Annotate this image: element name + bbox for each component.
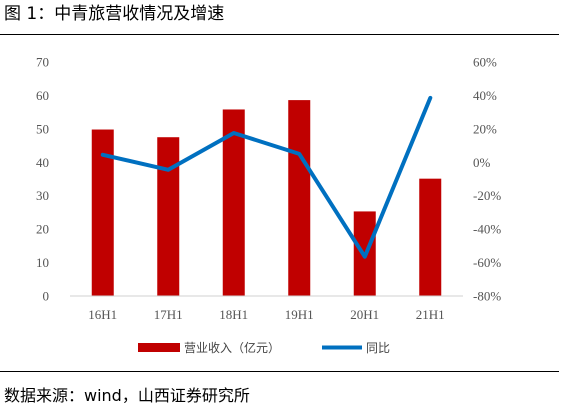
top-rule <box>0 34 555 35</box>
revenue-chart: 0 10 20 30 40 50 60 70 -80% -60% -40% -20% 0% 20% 40%… <box>36 55 501 356</box>
legend-label-revenue: 营业收入（亿元） <box>184 340 280 355</box>
left-axis-ticks: 0 10 20 30 40 50 60 70 <box>36 55 49 304</box>
yoy-point-21H1 <box>429 97 431 99</box>
chart-legend: 营业收入（亿元） 同比 <box>138 340 390 355</box>
left-tick-label: 20 <box>36 222 49 237</box>
right-tick-label: 40% <box>473 88 497 103</box>
x-axis-ticks: 16H1 17H1 18H1 19H1 20H1 21H1 <box>88 307 444 322</box>
bottom-edge-mark <box>555 371 559 372</box>
right-tick-label: 20% <box>473 121 497 136</box>
left-tick-label: 70 <box>36 55 49 70</box>
right-tick-label: -20% <box>473 188 501 203</box>
bottom-rule <box>0 371 555 372</box>
bar-19H1 <box>288 100 311 296</box>
bar-21H1 <box>419 178 442 296</box>
bar-17H1 <box>157 137 180 296</box>
yoy-point-16H1 <box>102 154 104 156</box>
right-tick-label: 60% <box>473 55 497 70</box>
x-tick-label: 16H1 <box>88 307 117 322</box>
yoy-line-layer <box>100 95 433 259</box>
left-tick-label: 60 <box>36 88 49 103</box>
bar-18H1 <box>222 109 245 297</box>
x-tick-label: 19H1 <box>285 307 314 322</box>
right-tick-label: 0% <box>473 155 491 170</box>
right-tick-label: -40% <box>473 222 501 237</box>
yoy-point-19H1 <box>298 153 300 155</box>
left-tick-label: 50 <box>36 121 49 136</box>
legend-swatch-revenue <box>138 343 180 352</box>
left-tick-label: 0 <box>43 289 50 304</box>
revenue-bars <box>91 100 442 297</box>
x-tick-label: 18H1 <box>219 307 248 322</box>
x-tick-label: 17H1 <box>154 307 183 322</box>
right-tick-label: -60% <box>473 255 501 270</box>
top-edge-mark <box>555 34 559 35</box>
yoy-point-17H1 <box>167 169 169 171</box>
yoy-line <box>100 95 433 259</box>
yoy-point-18H1 <box>233 132 235 134</box>
bar-16H1 <box>91 129 114 296</box>
left-tick-label: 30 <box>36 188 49 203</box>
figure-title: 图 1：中青旅营收情况及增速 <box>4 4 225 24</box>
right-tick-label: -80% <box>473 289 501 304</box>
right-axis-ticks: -80% -60% -40% -20% 0% 20% 40% 60% <box>473 55 501 304</box>
x-tick-label: 20H1 <box>350 307 379 322</box>
legend-label-yoy: 同比 <box>366 341 390 355</box>
source-note: 数据来源：wind，山西证券研究所 <box>4 386 250 405</box>
yoy-point-20H1 <box>364 256 366 258</box>
left-tick-label: 40 <box>36 155 49 170</box>
left-tick-label: 10 <box>36 255 49 270</box>
x-tick-label: 21H1 <box>416 307 445 322</box>
